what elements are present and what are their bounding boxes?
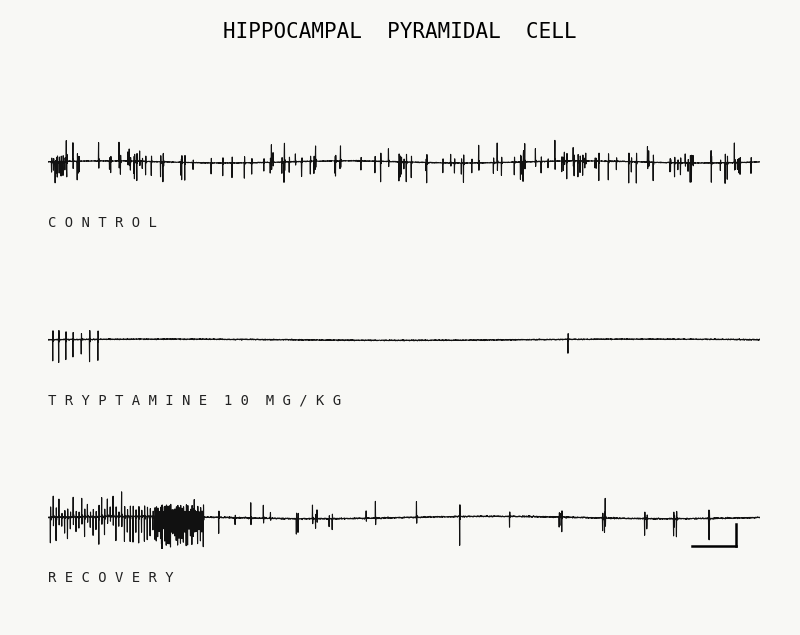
Text: C O N T R O L: C O N T R O L (48, 216, 157, 230)
Text: T R Y P T A M I N E  1 0  M G / K G: T R Y P T A M I N E 1 0 M G / K G (48, 394, 341, 408)
Text: R E C O V E R Y: R E C O V E R Y (48, 572, 174, 585)
Text: HIPPOCAMPAL  PYRAMIDAL  CELL: HIPPOCAMPAL PYRAMIDAL CELL (223, 22, 577, 42)
